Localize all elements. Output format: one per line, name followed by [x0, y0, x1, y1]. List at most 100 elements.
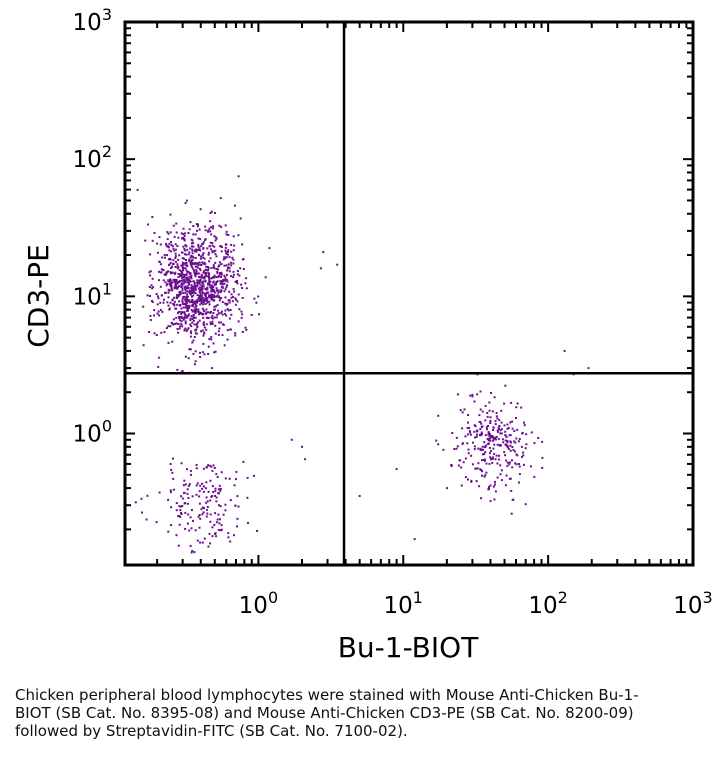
data-point	[183, 279, 186, 282]
data-point	[199, 257, 202, 260]
data-point	[210, 210, 213, 213]
data-point	[191, 310, 194, 313]
data-point	[206, 269, 209, 272]
data-point	[156, 295, 159, 298]
data-point	[494, 423, 497, 426]
data-point	[184, 291, 187, 294]
data-point	[202, 282, 205, 285]
data-point	[190, 264, 193, 267]
data-point	[191, 298, 194, 301]
data-point	[220, 250, 223, 253]
data-point	[169, 301, 172, 304]
data-point	[187, 513, 190, 516]
data-point	[175, 316, 178, 319]
data-point	[186, 271, 189, 274]
data-point	[518, 465, 521, 468]
data-point	[180, 513, 183, 515]
data-point	[492, 439, 495, 442]
data-point	[211, 526, 214, 529]
data-point	[184, 320, 187, 323]
data-point	[242, 460, 245, 463]
data-point	[191, 266, 193, 269]
data-point	[148, 331, 151, 333]
data-point	[498, 419, 501, 422]
data-point	[191, 285, 194, 288]
data-point	[201, 290, 204, 293]
data-point	[184, 288, 187, 291]
data-point	[189, 545, 192, 547]
data-point	[497, 430, 499, 433]
data-point	[489, 439, 492, 442]
data-point	[521, 455, 523, 458]
data-point	[209, 513, 212, 516]
data-point	[182, 236, 185, 239]
data-point	[167, 498, 170, 501]
data-point	[184, 244, 187, 247]
data-point	[510, 401, 513, 404]
data-point	[203, 277, 206, 280]
data-point	[502, 441, 505, 444]
data-point	[227, 267, 229, 270]
data-point	[237, 234, 240, 237]
data-point	[210, 336, 213, 339]
data-point	[194, 250, 197, 253]
data-point	[201, 513, 204, 516]
data-point	[195, 307, 198, 310]
data-point	[459, 409, 462, 412]
data-point	[513, 430, 516, 432]
data-point	[227, 299, 230, 302]
data-point	[197, 281, 200, 284]
data-point	[173, 286, 176, 289]
data-point	[201, 288, 204, 290]
data-point	[205, 308, 208, 311]
data-point	[484, 451, 487, 454]
data-point	[195, 248, 198, 251]
data-point	[215, 276, 218, 279]
outlier-point	[445, 487, 448, 490]
data-point	[222, 278, 225, 281]
data-point	[468, 427, 471, 430]
data-point	[223, 256, 226, 259]
data-point	[180, 495, 183, 498]
data-point	[191, 252, 194, 255]
data-point	[210, 465, 213, 468]
data-point	[513, 440, 516, 443]
data-point	[197, 275, 200, 278]
data-point	[169, 489, 172, 492]
data-point	[177, 331, 179, 334]
data-point	[157, 365, 160, 368]
data-point	[183, 276, 186, 279]
data-point	[224, 246, 227, 249]
data-point	[488, 433, 491, 435]
data-point	[250, 314, 253, 316]
data-point	[204, 263, 207, 266]
data-point	[156, 303, 159, 306]
data-point	[229, 540, 232, 543]
data-point	[188, 283, 191, 286]
data-point	[202, 490, 205, 493]
data-point	[172, 247, 175, 250]
data-point	[204, 294, 207, 297]
data-point	[218, 261, 221, 264]
data-point	[168, 280, 171, 283]
data-point	[165, 327, 168, 329]
data-point	[205, 312, 208, 315]
data-point	[537, 437, 540, 439]
data-point	[234, 297, 237, 300]
data-point	[188, 251, 191, 254]
data-point	[173, 300, 176, 303]
data-point	[192, 339, 195, 342]
data-point	[201, 506, 204, 509]
data-point	[201, 541, 204, 544]
data-point	[228, 317, 231, 320]
data-point	[197, 223, 199, 226]
data-point	[477, 447, 480, 450]
data-point	[241, 287, 243, 289]
data-point	[485, 462, 488, 465]
data-point	[178, 310, 181, 313]
data-point	[189, 516, 192, 519]
data-point	[203, 272, 206, 275]
data-point	[166, 245, 169, 248]
data-point	[190, 300, 193, 303]
data-point	[207, 272, 210, 275]
